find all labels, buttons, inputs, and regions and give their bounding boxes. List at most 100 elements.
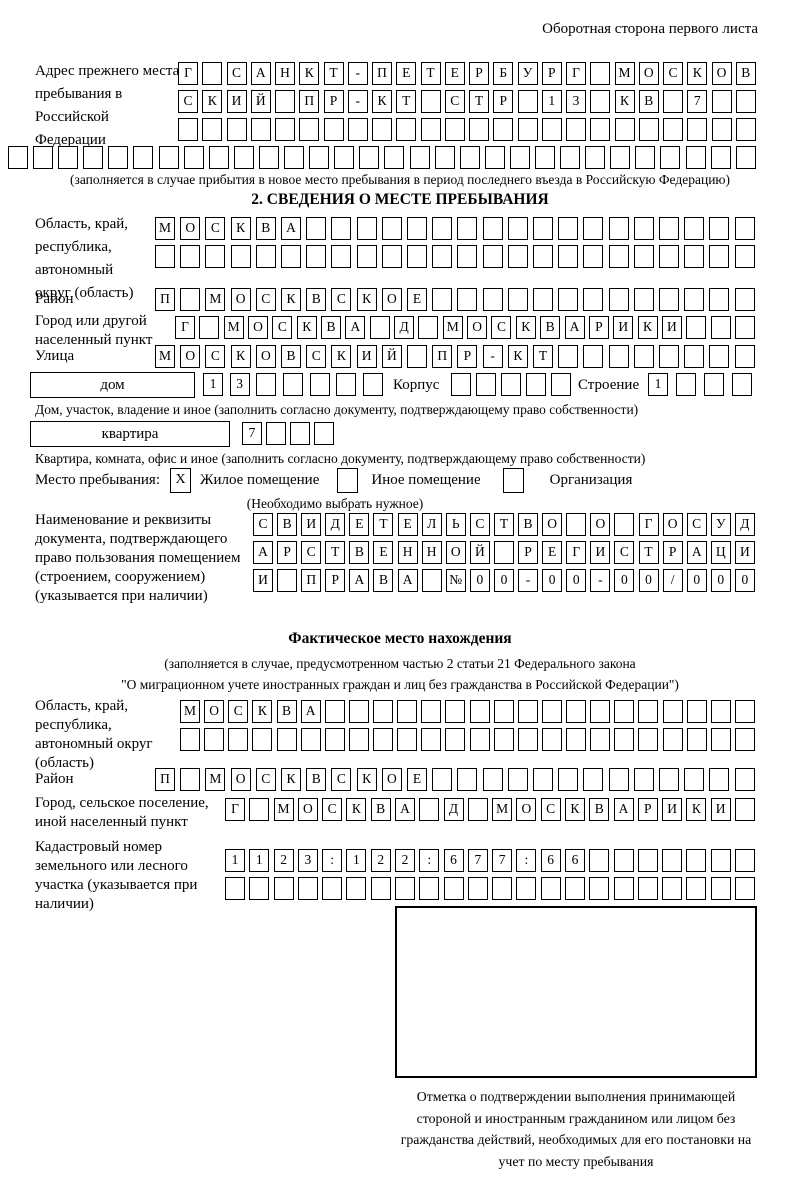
char-cell — [583, 245, 604, 268]
char-cell: Т — [325, 541, 346, 564]
char-cell — [183, 146, 204, 169]
char-cell: О — [297, 798, 318, 821]
char-cell — [432, 245, 453, 268]
char-cell: П — [155, 768, 175, 791]
char-cell — [734, 877, 755, 900]
char-cell — [407, 217, 428, 240]
kvartira-box: квартира — [30, 421, 230, 447]
char-cell — [180, 728, 200, 751]
char-cell — [614, 700, 635, 723]
char-cell: О — [590, 513, 611, 536]
char-cell — [583, 217, 604, 240]
char-cell: И — [356, 345, 377, 368]
char-cell: К — [507, 345, 528, 368]
char-cell — [178, 118, 198, 141]
char-cell: К — [372, 90, 392, 113]
char-cell — [482, 217, 503, 240]
char-cell — [662, 877, 683, 900]
char-cell: Т — [469, 90, 489, 113]
char-cell — [614, 728, 635, 751]
char-cell — [284, 146, 305, 169]
char-cell: С — [205, 217, 226, 240]
char-cell — [407, 345, 428, 368]
stroenie-row: 1 — [648, 373, 752, 396]
char-cell: Д — [443, 798, 464, 821]
char-cell — [711, 118, 732, 141]
char-cell — [533, 217, 554, 240]
prev-address-row-4 — [8, 146, 756, 169]
char-cell — [517, 118, 538, 141]
char-cell — [493, 118, 514, 141]
char-cell — [590, 118, 611, 141]
ulitsa-label: Улица — [35, 348, 75, 364]
char-cell — [205, 245, 226, 268]
fact-gorod-label: Город, сельское поселение, иной населенн… — [35, 795, 209, 830]
char-cell: И — [662, 798, 683, 821]
char-cell — [585, 146, 606, 169]
char-cell — [314, 422, 334, 445]
char-cell — [583, 288, 604, 311]
char-cell — [590, 728, 611, 751]
char-cell: Т — [420, 62, 441, 85]
char-cell — [709, 217, 730, 240]
char-cell — [467, 877, 488, 900]
char-cell — [199, 316, 220, 339]
char-cell: А — [300, 700, 321, 723]
char-cell: И — [710, 798, 731, 821]
char-cell — [469, 118, 489, 141]
char-cell: В — [589, 798, 610, 821]
char-cell — [381, 245, 402, 268]
char-cell: К — [331, 345, 352, 368]
char-cell — [276, 728, 297, 751]
char-cell — [348, 700, 369, 723]
char-cell: П — [372, 62, 392, 85]
char-cell — [331, 245, 352, 268]
char-cell — [252, 728, 273, 751]
char-cell — [443, 877, 464, 900]
page-side-note: Оборотная сторона первого листа — [542, 21, 758, 37]
stamp-caption: Отметка о подтверждении выполнения прини… — [400, 1089, 752, 1169]
char-cell — [566, 728, 586, 751]
char-cell: В — [735, 62, 756, 85]
char-cell — [517, 728, 538, 751]
char-cell — [469, 700, 490, 723]
char-cell — [58, 146, 79, 169]
char-cell — [397, 728, 418, 751]
char-cell: Т — [373, 513, 394, 536]
char-cell — [709, 288, 730, 311]
char-cell — [633, 245, 654, 268]
dom-box: дом — [30, 372, 195, 398]
char-cell: 0 — [686, 569, 707, 592]
option-label-inoe: Иное помещение — [371, 472, 481, 488]
oblast-row-2 — [155, 245, 755, 268]
char-cell — [608, 245, 629, 268]
char-cell — [457, 288, 478, 311]
char-cell — [420, 90, 441, 113]
char-cell — [710, 316, 731, 339]
char-cell — [590, 700, 611, 723]
char-cell: 7 — [492, 849, 513, 872]
char-cell — [533, 768, 554, 791]
char-cell: 0 — [493, 569, 514, 592]
char-cell — [356, 217, 377, 240]
char-cell: О — [255, 345, 276, 368]
char-cell: С — [444, 90, 465, 113]
char-cell: Г — [566, 62, 586, 85]
char-cell: О — [180, 217, 201, 240]
char-cell — [226, 118, 247, 141]
char-cell — [397, 700, 418, 723]
char-cell — [608, 288, 629, 311]
char-cell — [373, 700, 393, 723]
char-cell: В — [370, 798, 391, 821]
char-cell — [734, 288, 755, 311]
char-cell: Е — [542, 541, 563, 564]
char-cell: И — [226, 90, 247, 113]
char-cell — [180, 288, 201, 311]
char-cell — [202, 62, 223, 85]
char-cell — [662, 849, 683, 872]
char-cell — [381, 217, 402, 240]
char-cell — [540, 877, 561, 900]
char-cell: К — [637, 316, 658, 339]
